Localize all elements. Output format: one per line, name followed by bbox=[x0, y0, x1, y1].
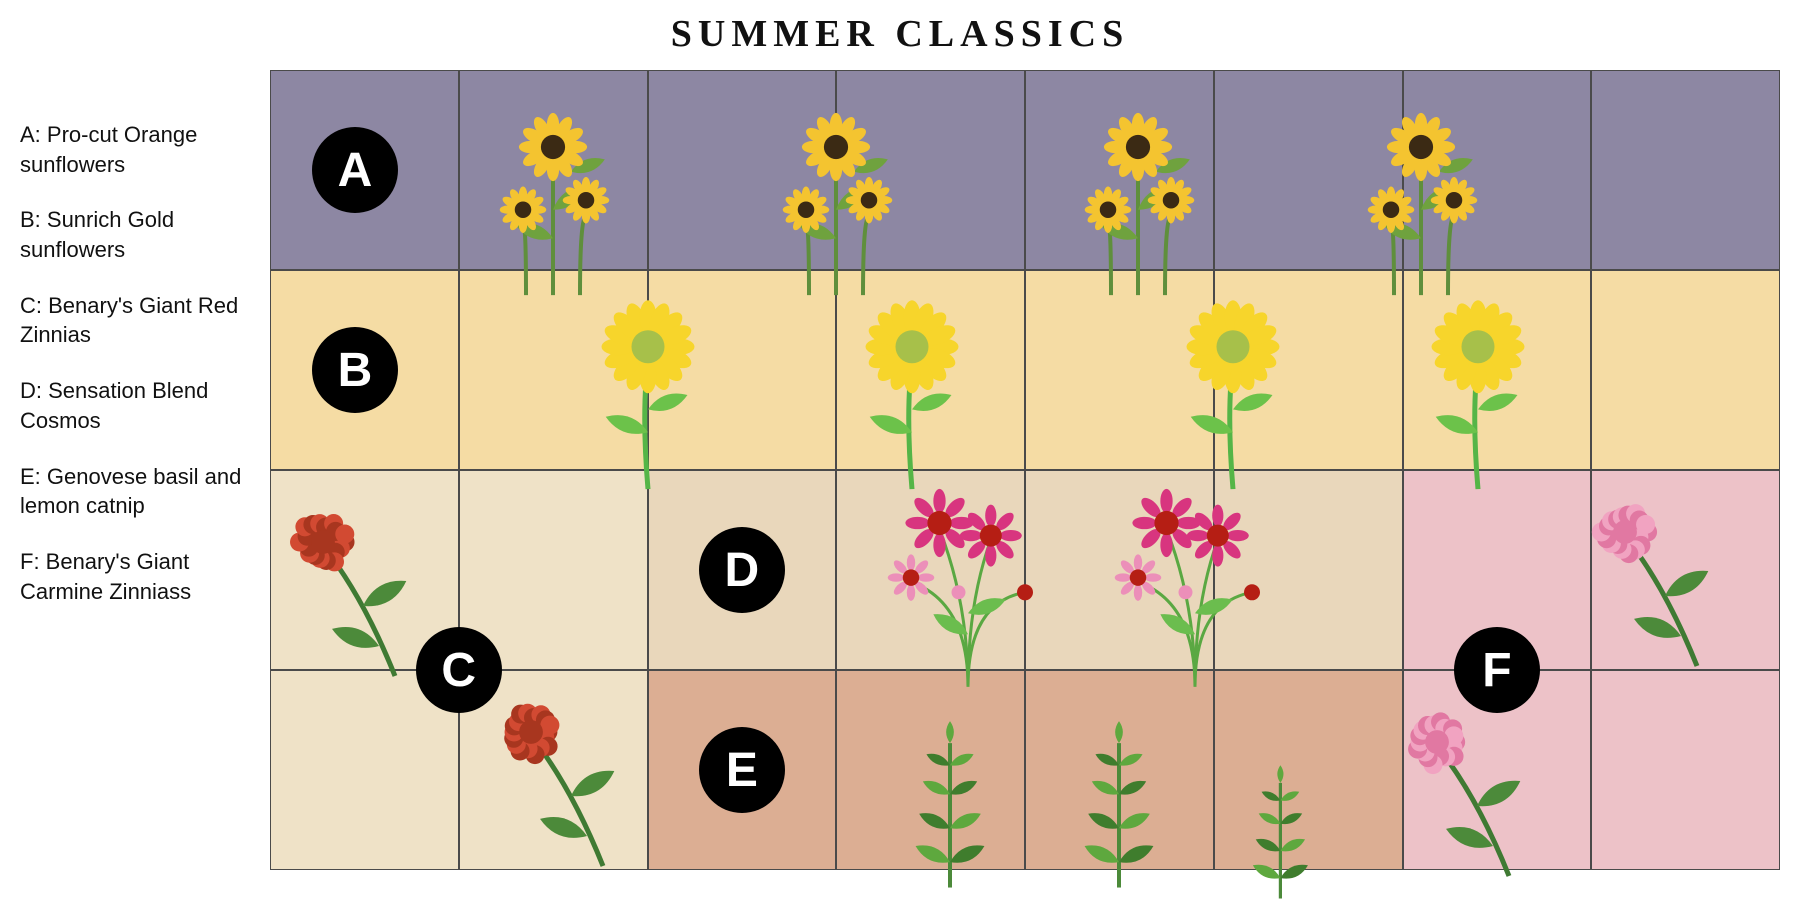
plant-red_zinnia bbox=[275, 486, 435, 686]
plant-sunflower_cluster bbox=[1346, 105, 1496, 295]
region-badge-f: F bbox=[1454, 627, 1540, 713]
region-badge-a: A bbox=[312, 127, 398, 213]
legend-item-a: A: Pro-cut Orange sunflowers bbox=[20, 120, 260, 179]
plant-basil bbox=[885, 718, 1015, 888]
legend-item-e: E: Genovese basil and lemon catnip bbox=[20, 462, 260, 521]
legend-item-c: C: Benary's Giant Red Zinnias bbox=[20, 291, 260, 350]
plant-cosmos bbox=[1100, 477, 1290, 687]
plant-single_sunflower bbox=[583, 299, 713, 489]
plant-pink_zinnia bbox=[1389, 686, 1549, 886]
plant-single_sunflower bbox=[1168, 299, 1298, 489]
planting-grid: A B C D E F bbox=[270, 70, 1780, 870]
legend-item-b: B: Sunrich Gold sunflowers bbox=[20, 205, 260, 264]
plant-pink_zinnia bbox=[1577, 476, 1737, 676]
region-badge-c: C bbox=[416, 627, 502, 713]
plant-sunflower_cluster bbox=[761, 105, 911, 295]
region-badge-e: E bbox=[699, 727, 785, 813]
plant-cosmos bbox=[873, 477, 1063, 687]
legend-item-f: F: Benary's Giant Carmine Zinniass bbox=[20, 547, 260, 606]
plant-single_sunflower bbox=[1413, 299, 1543, 489]
legend-item-d: D: Sensation Blend Cosmos bbox=[20, 376, 260, 435]
plant-basil bbox=[1054, 718, 1184, 888]
region-badge-b: B bbox=[312, 327, 398, 413]
plant-basil bbox=[1229, 762, 1312, 871]
region-badge-d: D bbox=[699, 527, 785, 613]
page-title: SUMMER CLASSICS bbox=[0, 12, 1800, 56]
plant-single_sunflower bbox=[847, 299, 977, 489]
plant-red_zinnia bbox=[483, 676, 643, 876]
plant-sunflower_cluster bbox=[478, 105, 628, 295]
plant-sunflower_cluster bbox=[1063, 105, 1213, 295]
legend: A: Pro-cut Orange sunflowers B: Sunrich … bbox=[20, 120, 260, 632]
